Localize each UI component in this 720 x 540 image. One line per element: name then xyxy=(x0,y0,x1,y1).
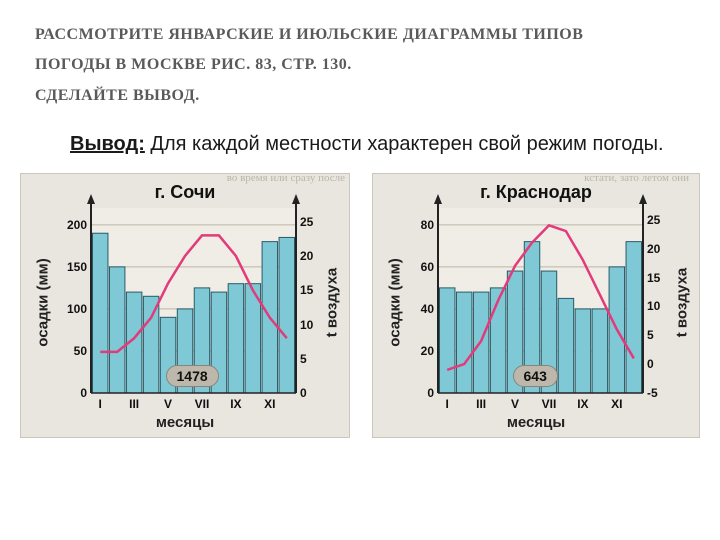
xtick: V xyxy=(505,397,525,411)
ytick-temp: 5 xyxy=(647,328,654,342)
ytick-precip: 200 xyxy=(67,218,87,232)
xtick: VII xyxy=(539,397,559,411)
ytick-precip: 20 xyxy=(421,344,434,358)
bar-month-2 xyxy=(109,267,124,393)
ytick-temp: -5 xyxy=(647,386,658,400)
xtick: V xyxy=(158,397,178,411)
ytick-precip: 60 xyxy=(421,260,434,274)
chart-title-krasnodar: г. Краснодар xyxy=(373,182,699,203)
xtick: III xyxy=(471,397,491,411)
ytick-precip: 100 xyxy=(67,302,87,316)
bar-month-1 xyxy=(440,288,455,393)
chart-title-sochi: г. Сочи xyxy=(21,182,349,203)
chart-sochi: во время или сразу после г. Сочи осадки … xyxy=(20,173,350,438)
bar-month-1 xyxy=(93,233,108,393)
bar-month-8 xyxy=(558,299,573,394)
ylabel-temp-krasnodar: t воздуха xyxy=(674,268,691,338)
bar-month-9 xyxy=(228,284,243,393)
ytick-precip: 0 xyxy=(427,386,434,400)
ytick-temp: 10 xyxy=(300,318,313,332)
ytick-precip: 80 xyxy=(421,218,434,232)
ytick-temp: 15 xyxy=(300,283,313,297)
ytick-temp: 0 xyxy=(300,386,307,400)
ylabel-temp-sochi: t воздуха xyxy=(324,268,341,338)
ytick-temp: 20 xyxy=(300,249,313,263)
ytick-precip: 150 xyxy=(67,260,87,274)
chart-krasnodar: кстати, зато летом они г. Краснодар осад… xyxy=(372,173,700,438)
bar-month-9 xyxy=(575,309,590,393)
ytick-precip: 50 xyxy=(74,344,87,358)
ytick-temp: 15 xyxy=(647,271,660,285)
annual-sum-badge: 643 xyxy=(513,365,558,387)
ytick-temp: 20 xyxy=(647,242,660,256)
ytick-temp: 5 xyxy=(300,352,307,366)
ytick-temp: 25 xyxy=(300,215,313,229)
heading-line-3: СДЕЛАЙТЕ ВЫВОД. xyxy=(35,81,690,111)
ytick-temp: 0 xyxy=(647,357,654,371)
xtick: IX xyxy=(226,397,246,411)
xtick: XI xyxy=(260,397,280,411)
conclusion-lead: Вывод: xyxy=(70,133,145,155)
xtick: I xyxy=(437,397,457,411)
charts-row: во время или сразу после г. Сочи осадки … xyxy=(0,173,720,438)
heading-block: РАССМОТРИТЕ ЯНВАРСКИЕ И ИЮЛЬСКИЕ ДИАГРАМ… xyxy=(0,0,720,121)
bar-month-12 xyxy=(626,242,641,393)
xtick: XI xyxy=(607,397,627,411)
xlabel-krasnodar: месяцы xyxy=(373,414,699,431)
xtick: III xyxy=(124,397,144,411)
ytick-precip: 40 xyxy=(421,302,434,316)
annual-sum-badge: 1478 xyxy=(166,365,219,387)
conclusion: Вывод: Для каждой местности характерен с… xyxy=(0,121,720,173)
ytick-temp: 25 xyxy=(647,213,660,227)
ylabel-precip-sochi: осадки (мм) xyxy=(35,258,52,346)
conclusion-text: Для каждой местности характерен свой реж… xyxy=(145,133,664,155)
page-root: РАССМОТРИТЕ ЯНВАРСКИЕ И ИЮЛЬСКИЕ ДИАГРАМ… xyxy=(0,0,720,540)
heading-line-2: ПОГОДЫ В МОСКВЕ РИС. 83, СТР. 130. xyxy=(35,50,690,80)
bar-month-12 xyxy=(279,238,294,394)
ytick-precip: 0 xyxy=(80,386,87,400)
bar-month-2 xyxy=(456,292,471,393)
xtick: I xyxy=(90,397,110,411)
xlabel-sochi: месяцы xyxy=(21,414,349,431)
ylabel-precip-krasnodar: осадки (мм) xyxy=(387,258,404,346)
bar-month-10 xyxy=(592,309,607,393)
heading-line-1: РАССМОТРИТЕ ЯНВАРСКИЕ И ИЮЛЬСКИЕ ДИАГРАМ… xyxy=(35,20,690,50)
xtick: IX xyxy=(573,397,593,411)
bar-month-4 xyxy=(143,296,158,393)
ytick-temp: 10 xyxy=(647,299,660,313)
xtick: VII xyxy=(192,397,212,411)
